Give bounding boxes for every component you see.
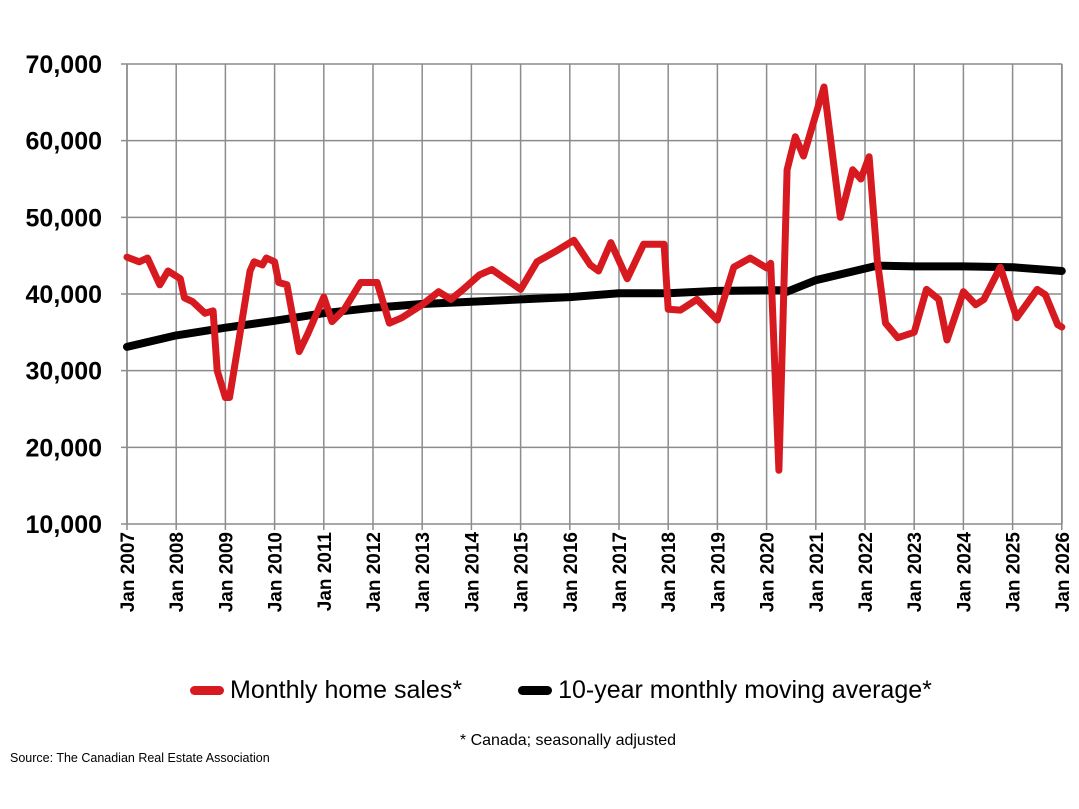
source-note: Source: The Canadian Real Estate Associa… xyxy=(10,751,270,765)
x-tick-label: Jan 2014 xyxy=(462,532,483,613)
legend: Monthly home sales* 10-year monthly movi… xyxy=(190,676,932,705)
legend-swatch-average xyxy=(518,686,553,695)
x-tick-label: Jan 2024 xyxy=(954,532,975,613)
x-tick-label: Jan 2019 xyxy=(708,532,729,612)
x-tick-label: Jan 2009 xyxy=(216,532,237,612)
x-tick-label: Jan 2020 xyxy=(758,532,779,612)
x-tick-label: Jan 2021 xyxy=(807,532,828,613)
x-tick-label: Jan 2012 xyxy=(364,532,385,612)
legend-label-sales: Monthly home sales* xyxy=(230,676,463,704)
x-tick-label: Jan 2008 xyxy=(167,532,188,612)
y-tick-label: 40,000 xyxy=(26,281,102,309)
x-tick-label: Jan 2007 xyxy=(118,532,139,612)
series-line-monthly-sales xyxy=(123,83,1066,474)
x-tick-label: Jan 2025 xyxy=(1004,532,1025,613)
x-tick-label: Jan 2016 xyxy=(561,532,582,612)
x-tick-label: Jan 2023 xyxy=(905,532,926,612)
y-tick-label: 20,000 xyxy=(26,434,102,462)
y-tick-label: 10,000 xyxy=(26,511,102,539)
x-tick-label: Jan 2018 xyxy=(659,532,680,612)
y-tick-label: 60,000 xyxy=(26,128,102,156)
legend-swatch-sales xyxy=(190,686,224,695)
x-tick-label: Jan 2015 xyxy=(512,532,533,613)
x-tick-label: Jan 2017 xyxy=(610,532,631,612)
legend-label-average: 10-year monthly moving average* xyxy=(558,676,932,704)
x-tick-label: Jan 2011 xyxy=(315,532,336,612)
x-tick-label: Jan 2026 xyxy=(1053,532,1074,612)
footnote: * Canada; seasonally adjusted xyxy=(459,732,677,749)
x-tick-label: Jan 2010 xyxy=(266,532,287,612)
y-tick-label: 70,000 xyxy=(26,51,102,79)
x-tick-label: Jan 2013 xyxy=(413,532,434,612)
x-tick-label: Jan 2022 xyxy=(856,532,877,612)
y-tick-label: 50,000 xyxy=(26,204,102,232)
y-tick-label: 30,000 xyxy=(26,358,102,386)
